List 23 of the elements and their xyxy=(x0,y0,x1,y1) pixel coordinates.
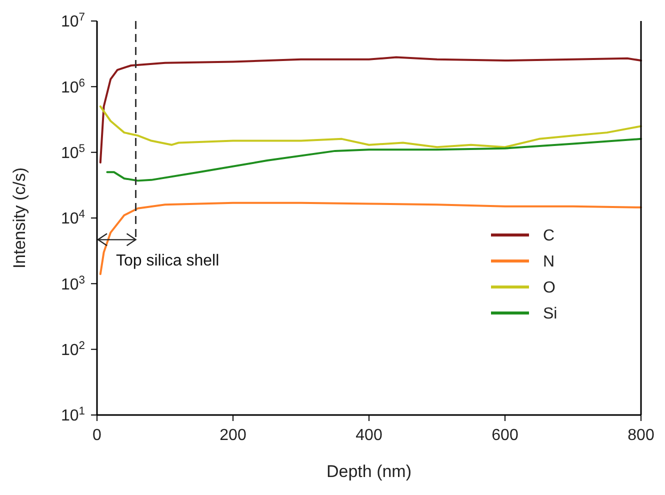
line-series xyxy=(99,202,642,276)
line-series xyxy=(99,56,642,164)
x-tick-label: 400 xyxy=(356,427,382,444)
y-tick-label: 10$^{1}$ xyxy=(60,406,85,425)
annotation: Top silica shell xyxy=(116,252,220,270)
legend-label: C xyxy=(543,228,555,245)
x-tick-label: 800 xyxy=(628,427,654,444)
legend-label: N xyxy=(543,254,555,271)
y-axis-title: Intensity (c/s) xyxy=(10,167,29,269)
legend-label: O xyxy=(543,280,556,297)
y-tick-label: 10$^{7}$ xyxy=(60,12,85,31)
y-tick-label: 10$^{5}$ xyxy=(60,142,85,162)
x-tick-label: 600 xyxy=(492,427,518,444)
x-tick-label: 200 xyxy=(220,427,246,444)
x-tick-label: 0 xyxy=(92,427,102,444)
y-tick-label: 10$^{3}$ xyxy=(60,274,85,294)
x-axis-title: Depth (nm) xyxy=(326,462,412,481)
legend-label: Si xyxy=(543,306,558,323)
y-tick-label: 10$^{4}$ xyxy=(60,208,85,228)
y-tick-label: 10$^{6}$ xyxy=(60,77,85,96)
y-tick-label: 10$^{2}$ xyxy=(60,340,85,359)
line-series xyxy=(106,138,642,182)
line-series xyxy=(99,105,642,148)
